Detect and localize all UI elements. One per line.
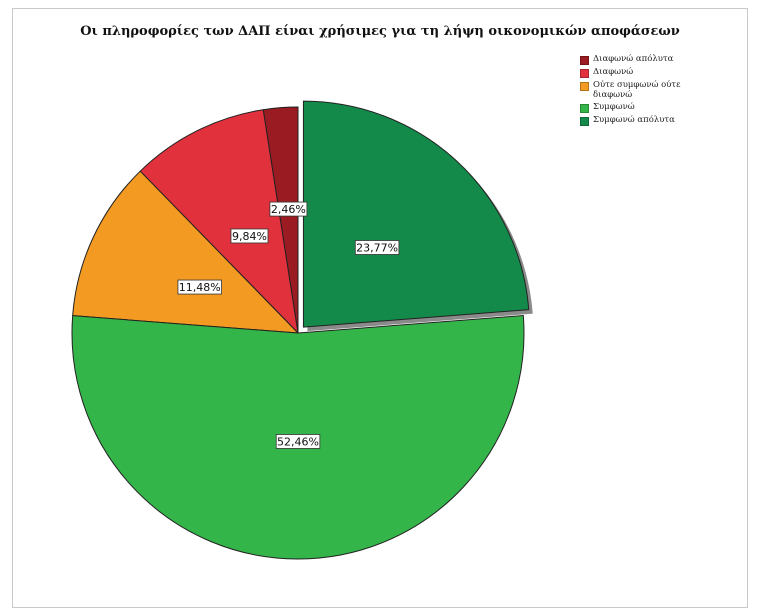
legend-label: Συμφωνώ απόλυτα bbox=[593, 115, 675, 125]
legend-label: Ούτε συμφωνώ ούτε διαφωνώ bbox=[593, 80, 681, 100]
legend-label: Συμφωνώ bbox=[593, 102, 635, 112]
data-label-box bbox=[354, 240, 400, 255]
legend-label: Διαφωνώ απόλυτα bbox=[593, 54, 674, 64]
data-label-box bbox=[177, 279, 222, 295]
legend-item: Διαφωνώ bbox=[580, 67, 750, 78]
chart-title: Οι πληροφορίες των ΔΑΠ είναι χρήσιμες γι… bbox=[80, 24, 680, 39]
data-label: 23,77% bbox=[356, 242, 398, 255]
legend-swatch bbox=[580, 82, 589, 91]
data-label-box bbox=[269, 201, 308, 217]
data-label: 52,46% bbox=[277, 435, 319, 448]
legend-item: Διαφωνώ απόλυτα bbox=[580, 54, 750, 65]
data-label-box bbox=[230, 228, 269, 244]
legend-swatch bbox=[580, 56, 589, 65]
legend: Διαφωνώ απόλυτα Διαφωνώ Ούτε συμφωνώ ούτε … bbox=[580, 54, 750, 128]
data-label: 11,48% bbox=[179, 281, 221, 294]
pie-slice bbox=[139, 109, 299, 335]
pie-slice bbox=[302, 100, 530, 328]
legend-label: Διαφωνώ bbox=[593, 67, 634, 77]
data-label: 9,84% bbox=[232, 230, 267, 243]
legend-swatch bbox=[580, 117, 589, 126]
legend-item: Συμφωνώ bbox=[580, 102, 750, 113]
data-label: 2,46% bbox=[271, 203, 306, 216]
legend-swatch bbox=[580, 104, 589, 113]
chart-frame bbox=[12, 8, 748, 608]
legend-item: Ούτε συμφωνώ ούτε διαφωνώ bbox=[580, 80, 750, 100]
data-label-box bbox=[275, 434, 321, 449]
pie-slice bbox=[72, 170, 300, 334]
legend-item: Συμφωνώ απόλυτα bbox=[580, 115, 750, 126]
legend-swatch bbox=[580, 69, 589, 78]
